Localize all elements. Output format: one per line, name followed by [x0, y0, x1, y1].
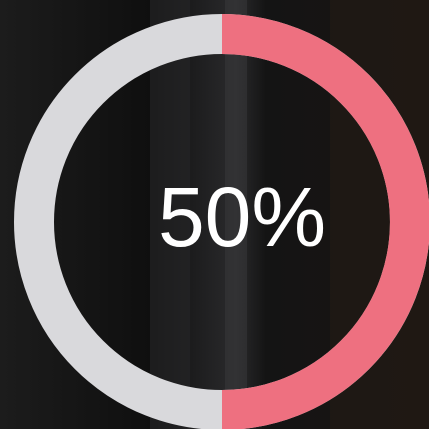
page: 50% (() => { const data = JSON.parse(doc… — [0, 0, 429, 429]
progress-widget: 50% — [0, 0, 429, 429]
progress-label: 50% — [158, 170, 326, 264]
